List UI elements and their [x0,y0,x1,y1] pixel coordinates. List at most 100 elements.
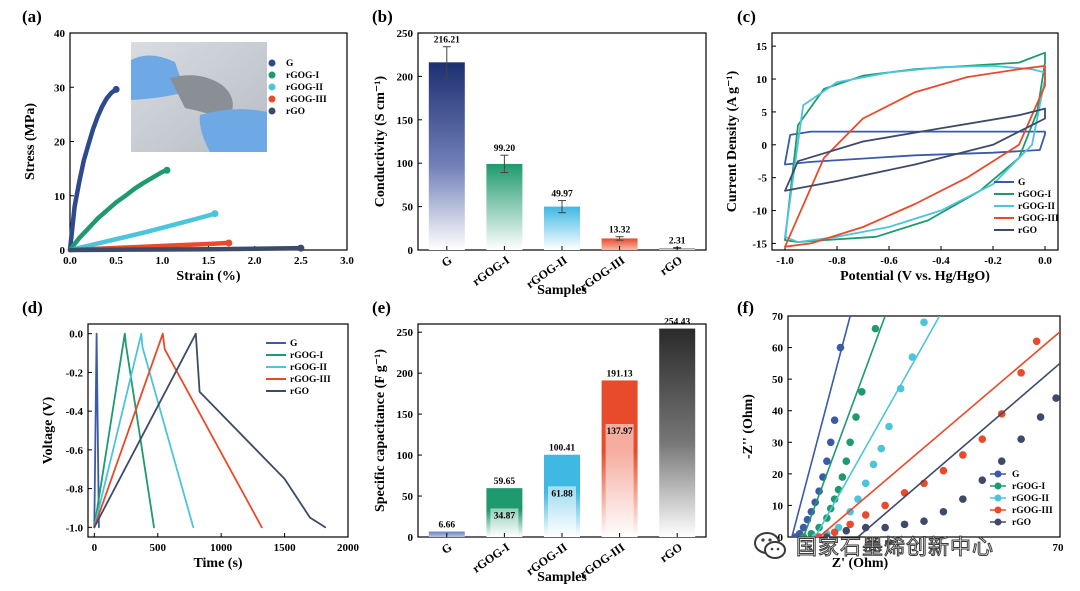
y-tick-label-a-4: 40 [54,28,66,40]
data-point-f-3-11 [1017,369,1025,377]
y-tick-label-e-4: 200 [397,368,414,380]
series-end-a-1 [163,166,171,174]
x-tick-label-b-0: G [439,253,455,270]
legend-marker-a-4 [268,107,276,115]
legend-marker-f-1 [994,482,1002,490]
y-tick-label-f-5: 50 [772,374,784,386]
legend-marker-a-3 [268,95,276,103]
watermark-text: 国家石墨烯创新中心 [796,535,994,560]
legend-label-f-2: rGOG-II [1012,494,1049,504]
y-tick-label-b-0: 0 [408,245,414,257]
y-tick-label-e-2: 100 [397,450,414,462]
bar-b-0 [428,62,465,251]
bar-value-label-e-4: 254.43 [664,318,690,328]
y-tick-label-d-2: -0.4 [66,406,84,418]
x-tick-label-a-6: 3.0 [340,255,354,267]
wechat-icon [754,532,786,559]
x-tick-label-a-1: 0.5 [109,255,123,267]
y-tick-label-c-3: 0 [762,140,768,152]
y-tick-label-d-4: -0.8 [66,484,84,496]
legend-label-c-2: rGOG-II [1018,202,1055,212]
data-point-f-3-0 [815,533,823,537]
panel-label-c: (c) [737,7,756,26]
legend-label-a-2: rGOG-II [286,83,323,93]
y-tick-label-c-1: -10 [752,206,767,218]
bar-value-label-e-3: 191.13 [607,369,633,379]
y-tick-label-d-0: 0.0 [69,329,83,341]
x-axis-label-c: Potential (V vs. Hg/HgO) [840,269,990,284]
data-point-f-4-10 [1017,435,1025,443]
data-point-f-3-12 [1032,337,1041,346]
data-point-f-2-5 [861,479,870,488]
inset-film [170,75,233,120]
data-point-f-1-10 [852,413,860,421]
series-line-d-2 [93,332,195,529]
legend-label-c-1: rGOG-I [1018,190,1052,200]
series-line-c-0 [784,130,1046,166]
legend-marker-f-2 [994,494,1002,502]
x-axis-label-d: Time (s) [193,556,242,571]
y-tick-label-a-1: 10 [54,191,66,203]
y-tick-label-b-4: 200 [397,71,414,83]
y-tick-label-b-5: 250 [397,28,414,40]
x-tick-label-a-5: 2.5 [294,255,308,267]
legend-label-f-1: rGOG-I [1012,482,1046,492]
series-line-c-1 [784,51,1046,244]
series-line-d-3 [93,332,263,529]
x-tick-label-b-1: rGOG-I [470,253,513,289]
data-point-f-4-12 [1052,394,1060,402]
data-point-f-4-3 [881,523,889,532]
bar-value-label-e-2: 100.41 [549,444,575,454]
x-axis-label-a: Strain (%) [176,269,241,284]
series-line-c-4 [784,107,1046,192]
legend-label-a-3: rGOG-III [286,95,327,105]
legend-marker-a-1 [268,71,276,79]
legend-label-c-4: rGO [1018,226,1037,236]
fit-line-f-1 [802,316,886,537]
legend-label-a-1: rGOG-I [286,71,320,81]
plot-frame-c [771,32,1059,251]
legend-label-d-3: rGOG-III [290,375,331,385]
data-point-f-0-2 [799,523,808,532]
data-point-f-3-9 [978,435,987,443]
data-point-f-1-7 [838,473,847,481]
y-tick-label-b-1: 50 [402,202,414,214]
x-tick-label-d-1: 500 [150,542,167,554]
x-tick-label-c-5: 0.0 [1038,255,1052,267]
y-tick-label-d-1: -0.2 [66,367,84,379]
series-line-a-0 [67,87,119,253]
data-point-f-4-9 [997,457,1006,466]
legend-label-c-0: G [1018,178,1026,188]
inset-glove-left [131,55,185,100]
y-tick-label-f-0: 0 [778,532,784,544]
legend-label-d-2: rGOG-II [290,363,327,373]
data-point-f-3-1 [830,528,839,537]
y-tick-label-f-2: 20 [772,469,784,481]
plot-frame-f [787,315,1061,538]
x-tick-label-c-0: -1.0 [776,255,794,267]
x-tick-label-c-3: -0.4 [932,255,950,267]
y-tick-label-a-0: 0 [60,245,66,257]
series-end-a-2 [211,210,219,218]
data-point-f-4-11 [1036,413,1045,421]
data-point-f-4-0 [823,533,831,537]
data-point-f-2-9 [896,384,905,393]
data-point-f-2-4 [854,495,862,503]
data-point-f-3-2 [846,520,854,529]
data-point-f-0-11 [836,343,845,352]
y-tick-label-d-3: -0.6 [66,445,84,457]
bar-inner-e-1 [490,508,519,537]
bar-b-1 [486,163,523,250]
x-tick-label-c-1: -0.8 [828,255,846,267]
data-point-f-3-3 [861,511,870,519]
legend-label-a-4: rGO [286,107,305,117]
watermark: 国家石墨烯创新中心 [752,528,994,564]
bar-value-label-b-1: 99.20 [494,144,516,154]
data-point-f-4-5 [920,517,928,526]
bar-b-3 [601,238,638,250]
y-tick-label-c-0: -15 [752,238,767,250]
data-point-f-3-7 [939,466,948,475]
series-line-d-1 [93,332,155,529]
x-tick-label-d-0: 0 [92,542,98,554]
